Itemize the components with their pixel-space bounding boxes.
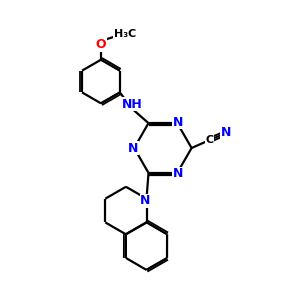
Text: N: N xyxy=(221,126,232,139)
Text: NH: NH xyxy=(122,98,143,111)
Text: C: C xyxy=(206,135,214,145)
Text: C: C xyxy=(206,135,214,145)
Text: NH: NH xyxy=(122,98,143,111)
Text: H₃C: H₃C xyxy=(114,29,136,39)
Text: N: N xyxy=(173,116,183,129)
Text: N: N xyxy=(128,142,138,154)
Text: O: O xyxy=(96,38,106,51)
Text: O: O xyxy=(96,38,106,51)
Text: N: N xyxy=(173,167,183,180)
Text: N: N xyxy=(173,116,183,129)
Text: H₃C: H₃C xyxy=(114,29,136,39)
Text: N: N xyxy=(140,194,151,207)
Text: N: N xyxy=(140,194,151,207)
Text: N: N xyxy=(221,126,232,139)
Text: N: N xyxy=(173,167,183,180)
Text: N: N xyxy=(128,142,138,154)
